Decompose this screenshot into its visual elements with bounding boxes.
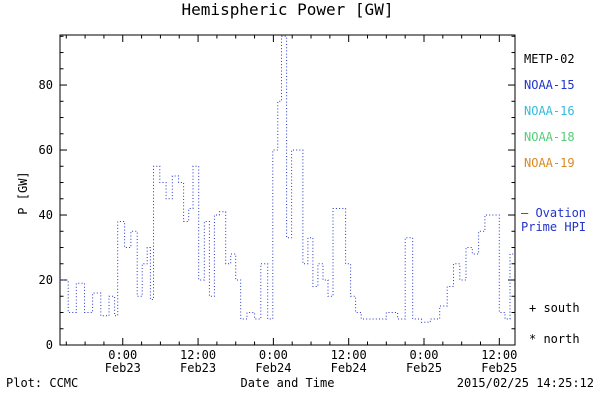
satellite-legend: METP-02 NOAA-15 NOAA-16 NOAA-18 NOAA-19 [524,46,575,176]
x-tick-time: 0:00 [108,348,137,362]
y-axis-label: P [GW] [16,171,30,215]
x-tick-time: 12:00 [481,348,517,362]
y-tick-label: 40 [39,208,53,222]
hpi-series-line [60,35,515,323]
x-tick-date: Feb23 [105,361,141,375]
hemisphere-marker-legend: + south * north [529,301,580,363]
ovation-legend-line2: Prime HPI [521,220,587,234]
timestamp: 2015/02/25 14:25:12 [456,376,594,390]
x-tick-time: 0:00 [410,348,439,362]
axis-ticks [60,35,515,346]
legend-item-metp02: METP-02 [524,52,575,66]
legend-item-noaa16: NOAA-16 [524,104,575,118]
x-tick-date: Feb23 [180,361,216,375]
ovation-legend-line1: — Ovation [521,206,587,220]
south-marker-label: + south [529,301,580,315]
x-tick-date: Feb24 [331,361,367,375]
plot-credit: Plot: CCMC [6,376,79,390]
axes-frame [59,34,516,346]
y-tick-label: 20 [39,273,53,287]
x-tick-date: Feb24 [255,361,291,375]
x-tick-date: Feb25 [406,361,442,375]
legend-item-noaa18: NOAA-18 [524,130,575,144]
y-tick-label: 0 [46,338,53,352]
y-tick-label: 80 [39,78,53,92]
north-marker-label: * north [529,332,580,346]
x-tick-time: 0:00 [259,348,288,362]
tick-labels: 0204060800:00Feb2312:00Feb230:00Feb2412:… [39,78,518,375]
x-tick-time: 12:00 [180,348,216,362]
legend-item-noaa15: NOAA-15 [524,78,575,92]
y-tick-label: 60 [39,143,53,157]
x-tick-time: 12:00 [331,348,367,362]
legend-item-noaa19: NOAA-19 [524,156,575,170]
x-axis-label: Date and Time [240,376,335,390]
chart-title: Hemispheric Power [GW] [181,0,394,19]
ovation-prime-legend: — Ovation Prime HPI [521,206,586,234]
x-tick-date: Feb25 [481,361,517,375]
